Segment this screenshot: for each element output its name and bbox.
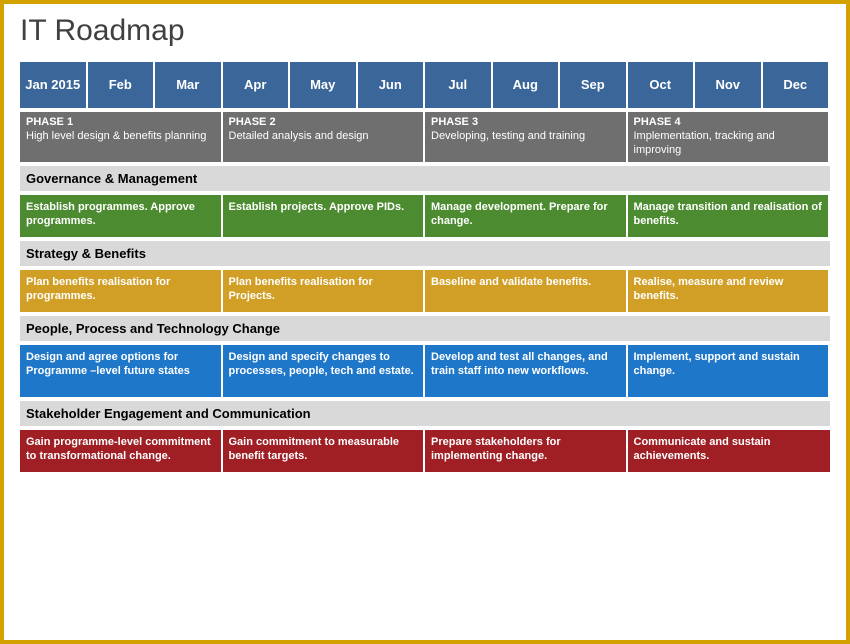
track-cell: Design and specify changes to processes,… bbox=[223, 345, 426, 397]
phase-title: PHASE 2 bbox=[229, 116, 418, 130]
roadmap-grid: Jan 2015FebMarAprMayJunJulAugSepOctNovDe… bbox=[20, 62, 830, 472]
month-cell: Mar bbox=[155, 62, 223, 108]
track-cell: Design and agree options for Programme –… bbox=[20, 345, 223, 397]
track-cell: Plan benefits realisation for programmes… bbox=[20, 270, 223, 312]
track-cell: Develop and test all changes, and train … bbox=[425, 345, 628, 397]
month-cell: Sep bbox=[560, 62, 628, 108]
track-cell: Realise, measure and review benefits. bbox=[628, 270, 831, 312]
section-header: Strategy & Benefits bbox=[20, 241, 830, 266]
month-cell: Jan 2015 bbox=[20, 62, 88, 108]
phase-desc: Detailed analysis and design bbox=[229, 130, 369, 142]
phase-desc: Developing, testing and training bbox=[431, 130, 585, 142]
phase-title: PHASE 4 bbox=[634, 116, 823, 130]
phase-cell: PHASE 4Implementation, tracking and impr… bbox=[628, 112, 831, 162]
roadmap-frame: IT Roadmap Jan 2015FebMarAprMayJunJulAug… bbox=[0, 0, 850, 644]
phase-desc: Implementation, tracking and improving bbox=[634, 130, 775, 156]
track-cell: Plan benefits realisation for Projects. bbox=[223, 270, 426, 312]
phase-desc: High level design & benefits planning bbox=[26, 130, 206, 142]
month-cell: May bbox=[290, 62, 358, 108]
track-cell: Gain commitment to measurable benefit ta… bbox=[223, 430, 426, 472]
month-cell: Dec bbox=[763, 62, 831, 108]
month-cell: Jul bbox=[425, 62, 493, 108]
month-cell: Oct bbox=[628, 62, 696, 108]
month-cell: Feb bbox=[88, 62, 156, 108]
phase-cell: PHASE 3Developing, testing and training bbox=[425, 112, 628, 162]
section-header: Governance & Management bbox=[20, 166, 830, 191]
track-cell: Establish projects. Approve PIDs. bbox=[223, 195, 426, 237]
month-cell: Aug bbox=[493, 62, 561, 108]
section-header: People, Process and Technology Change bbox=[20, 316, 830, 341]
phase-cell: PHASE 1High level design & benefits plan… bbox=[20, 112, 223, 162]
track-cell: Implement, support and sustain change. bbox=[628, 345, 831, 397]
track-cell: Gain programme-level commitment to trans… bbox=[20, 430, 223, 472]
track-cell: Establish programmes. Approve programmes… bbox=[20, 195, 223, 237]
month-cell: Nov bbox=[695, 62, 763, 108]
track-cell: Communicate and sustain achievements. bbox=[628, 430, 831, 472]
track-cell: Baseline and validate benefits. bbox=[425, 270, 628, 312]
phase-title: PHASE 3 bbox=[431, 116, 620, 130]
track-cell: Manage transition and realisation of ben… bbox=[628, 195, 831, 237]
phase-title: PHASE 1 bbox=[26, 116, 215, 130]
track-cell: Prepare stakeholders for implementing ch… bbox=[425, 430, 628, 472]
month-cell: Apr bbox=[223, 62, 291, 108]
page-title: IT Roadmap bbox=[20, 14, 830, 48]
section-header: Stakeholder Engagement and Communication bbox=[20, 401, 830, 426]
phase-cell: PHASE 2Detailed analysis and design bbox=[223, 112, 426, 162]
month-cell: Jun bbox=[358, 62, 426, 108]
track-cell: Manage development. Prepare for change. bbox=[425, 195, 628, 237]
